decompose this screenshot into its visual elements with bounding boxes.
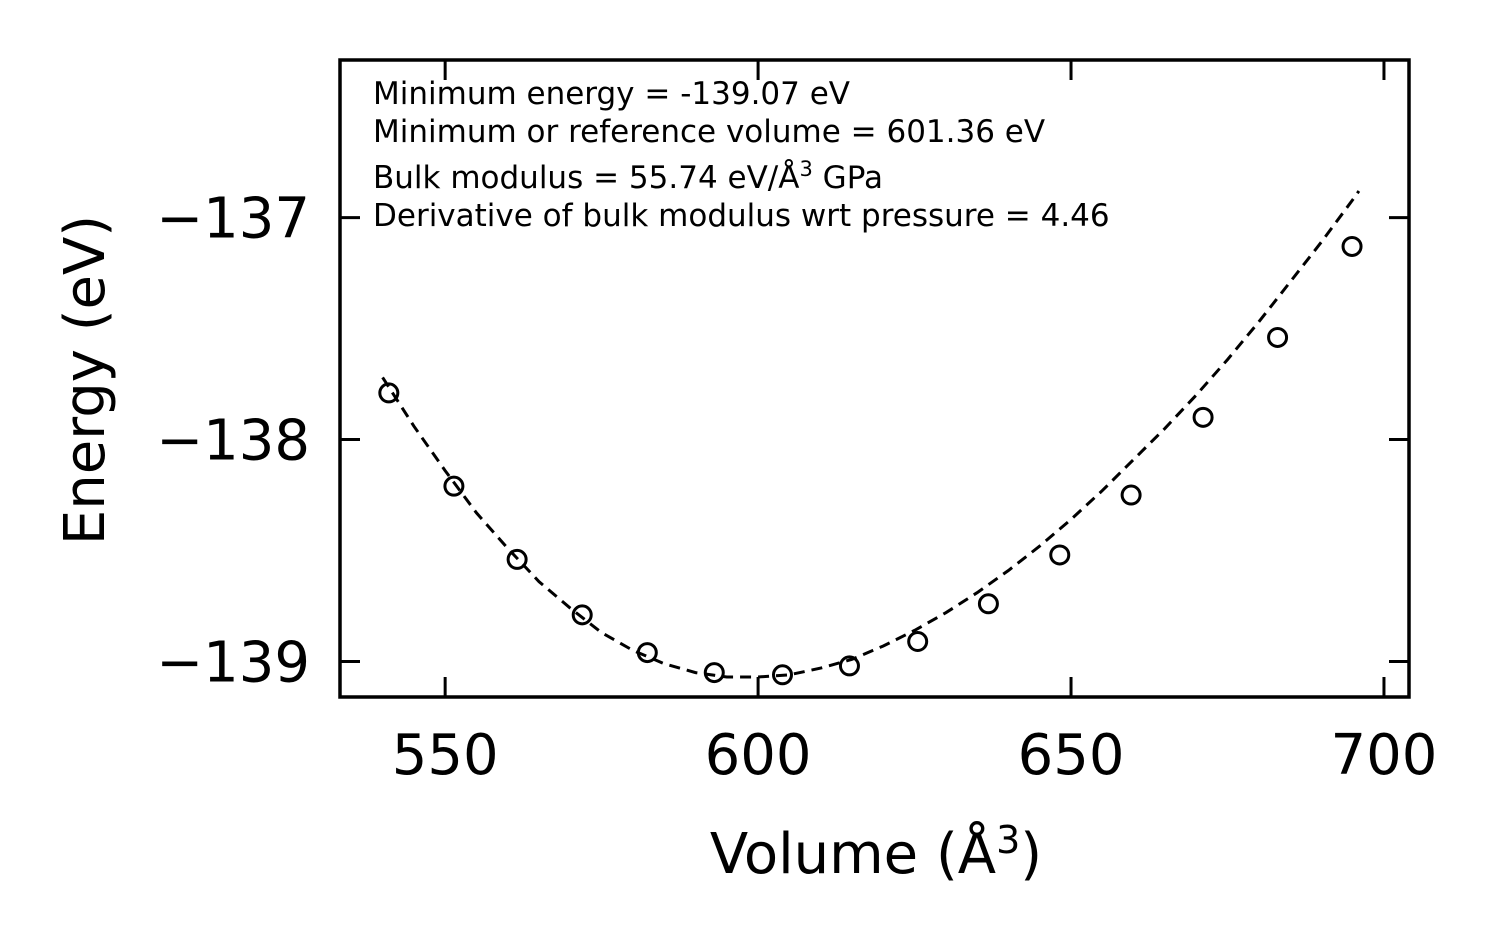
bulk-modulus-text: Bulk modulus = 55.74 eV/Å — [373, 160, 799, 196]
annotation-ref-volume: Minimum or reference volume = 601.36 eV — [373, 114, 1045, 150]
data-point — [771, 664, 793, 686]
x-axis-label-superscript: 3 — [996, 818, 1020, 862]
x-axis-ticks: 550 600 650 700 — [392, 60, 1438, 788]
data-point — [977, 593, 999, 615]
y-tick-label: −139 — [156, 630, 310, 695]
data-point — [636, 642, 658, 664]
data-point — [443, 475, 465, 497]
data-point — [571, 604, 593, 626]
annotation-derivative: Derivative of bulk modulus wrt pressure … — [373, 198, 1110, 234]
x-tick-label: 600 — [705, 723, 812, 788]
annotation-box: Minimum energy = -139.07 eV Minimum or r… — [373, 76, 1110, 234]
data-point — [1049, 544, 1071, 566]
data-point — [1267, 326, 1289, 348]
y-tick-label: −138 — [156, 409, 310, 474]
y-tick-label: −137 — [156, 187, 310, 252]
bulk-modulus-unit: GPa — [813, 160, 883, 196]
data-point — [506, 548, 528, 570]
x-tick-label: 700 — [1331, 723, 1438, 788]
y-axis-ticks: −139 −138 −137 — [156, 187, 1409, 695]
data-point — [1341, 235, 1363, 257]
x-tick-label: 650 — [1018, 723, 1125, 788]
x-axis-label: Volume (Å3) — [710, 818, 1042, 887]
data-point — [1192, 406, 1214, 428]
y-axis-label: Energy (eV) — [53, 215, 118, 545]
data-point — [703, 662, 725, 684]
data-point — [378, 382, 400, 404]
x-axis-label-end: ) — [1020, 822, 1042, 887]
x-axis-label-text: Volume (Å — [710, 821, 996, 887]
plot-frame — [338, 58, 1411, 699]
annotation-min-energy: Minimum energy = -139.07 eV — [373, 76, 850, 112]
data-point — [1120, 484, 1142, 506]
data-point — [838, 655, 860, 677]
fit-curve — [381, 190, 1361, 679]
data-points — [378, 235, 1363, 686]
data-point — [907, 631, 929, 653]
bulk-modulus-superscript: 3 — [799, 157, 812, 181]
x-tick-label: 550 — [392, 723, 499, 788]
annotation-bulk-modulus: Bulk modulus = 55.74 eV/Å3 GPa — [373, 157, 883, 196]
